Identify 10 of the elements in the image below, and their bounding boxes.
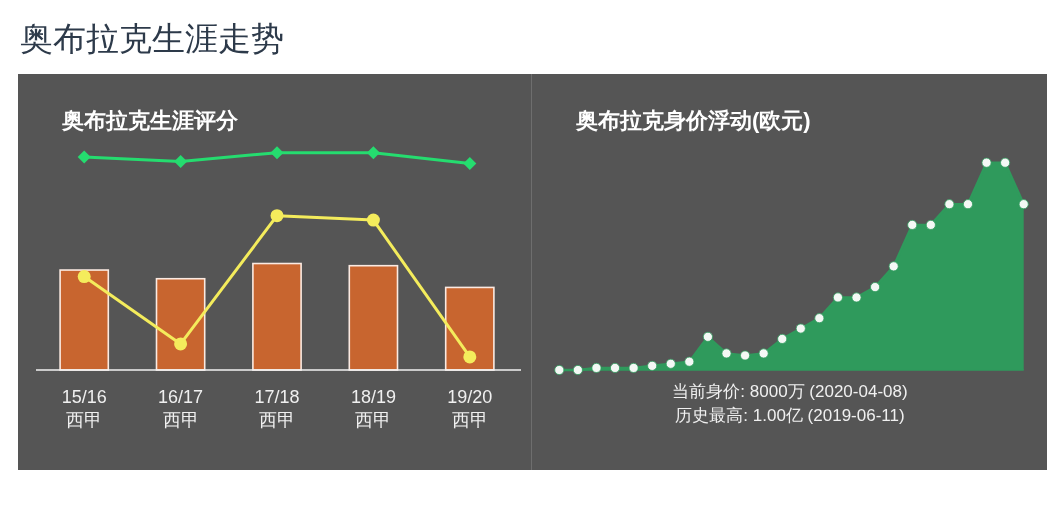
title: 奥布拉克生涯评分	[62, 108, 238, 133]
annotation: 当前身价: 8000万 (2020-04-08)	[672, 382, 908, 401]
tick-label: 15/16 西甲	[61, 387, 107, 430]
title: 奥布拉克生涯走势	[20, 20, 284, 57]
tick-label: 17/18 西甲	[254, 387, 300, 430]
title: 奥布拉克身价浮动(欧元)	[576, 108, 811, 133]
annotation: 历史最高: 1.00亿 (2019-06-11)	[675, 406, 905, 425]
tick-label: 18/19 西甲	[350, 387, 396, 430]
tick-label: 16/17 西甲	[158, 387, 204, 430]
tick-label: 19/20 西甲	[447, 387, 493, 430]
